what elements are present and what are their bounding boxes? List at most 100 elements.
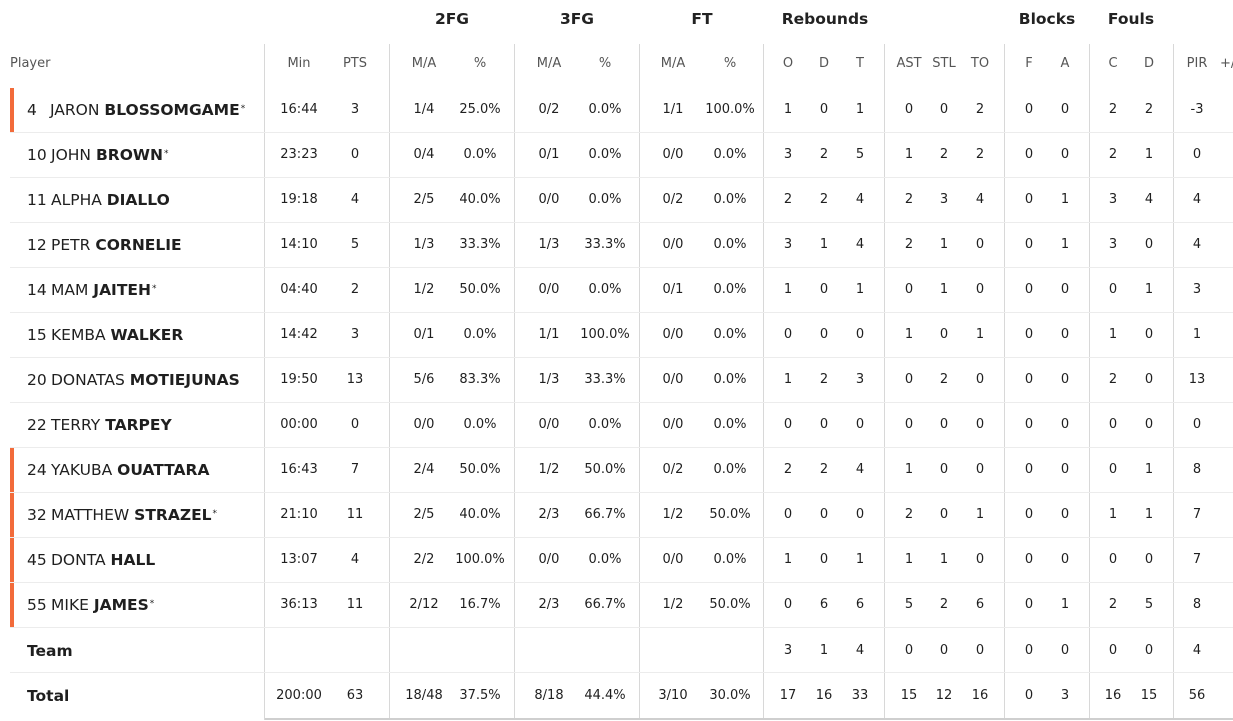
stat-min: 23:23: [280, 147, 318, 162]
column-header-blk-f[interactable]: F: [1025, 56, 1033, 71]
stat-foul-c: 16: [1104, 688, 1122, 703]
stat-stl: 0: [939, 507, 949, 522]
column-header-pir[interactable]: PIR: [1186, 56, 1208, 71]
player-name-link[interactable]: 22 TERRY TARPEY: [27, 414, 172, 436]
column-header-ft-ma[interactable]: M/A: [660, 56, 686, 71]
player-first-name: TERRY: [51, 416, 101, 434]
stat-3fg-ma: 0/0: [538, 417, 560, 432]
stat-ft-pct: 0.0%: [713, 327, 747, 342]
stat-to: 6: [975, 597, 985, 612]
stat-2fg-pct: 50.0%: [459, 462, 501, 477]
stat-pts: 3: [350, 327, 360, 342]
column-header-min[interactable]: Min: [287, 56, 311, 71]
player-number: 14: [27, 281, 47, 299]
stat-stl: 0: [939, 643, 949, 658]
stat-reb-t: 4: [855, 237, 865, 252]
column-header-ft-pct[interactable]: %: [723, 56, 737, 71]
stat-2fg-ma: 0/1: [413, 327, 435, 342]
team-row-label: Team: [27, 642, 73, 660]
stat-foul-d: 1: [1144, 147, 1154, 162]
player-first-name: ALPHA: [51, 191, 102, 209]
stat-blk-a: 0: [1060, 462, 1070, 477]
stat-blk-a: 0: [1060, 282, 1070, 297]
player-name-link[interactable]: 4 JARON BLOSSOMGAME*: [27, 99, 245, 121]
column-divider: [639, 44, 640, 720]
stat-blk-a: 1: [1060, 237, 1070, 252]
stat-reb-o: 1: [783, 102, 793, 117]
stat-blk-a: 0: [1060, 147, 1070, 162]
stat-ft-ma: 0/2: [662, 462, 684, 477]
column-header-reb-o[interactable]: O: [782, 56, 794, 71]
stat-reb-t: 0: [855, 507, 865, 522]
stat-2fg-ma: 2/2: [413, 552, 435, 567]
stat-foul-d: 1: [1144, 462, 1154, 477]
column-header-pts[interactable]: PTS: [342, 56, 368, 71]
stat-stl: 1: [939, 237, 949, 252]
column-header-2fg-pct[interactable]: %: [473, 56, 487, 71]
column-divider: [763, 44, 764, 720]
stat-3fg-pct: 50.0%: [584, 462, 626, 477]
stat-ast: 1: [904, 552, 914, 567]
stat-reb-o: 1: [783, 372, 793, 387]
column-header-3fg-ma[interactable]: M/A: [536, 56, 562, 71]
stat-to: 16: [971, 688, 989, 703]
stat-3fg-ma: 0/0: [538, 552, 560, 567]
stat-stl: 0: [939, 327, 949, 342]
stat-ft-pct: 0.0%: [713, 147, 747, 162]
column-header-ast[interactable]: AST: [896, 56, 922, 71]
stat-ast: 0: [904, 417, 914, 432]
player-name-link[interactable]: 24 YAKUBA OUATTARA: [27, 459, 209, 481]
stat-pts: 4: [350, 192, 360, 207]
player-name-link[interactable]: 55 MIKE JAMES*: [27, 594, 154, 616]
stat-stl: 2: [939, 147, 949, 162]
column-divider: [514, 44, 515, 720]
row-separator: [10, 267, 1233, 268]
stat-pir: 4: [1192, 192, 1202, 207]
stat-3fg-ma: 0/2: [538, 102, 560, 117]
stat-ft-ma: 0/0: [662, 417, 684, 432]
stat-blk-a: 0: [1060, 552, 1070, 567]
row-separator: [10, 312, 1233, 313]
stat-2fg-ma: 0/4: [413, 147, 435, 162]
stat-3fg-ma: 8/18: [534, 688, 564, 703]
player-name-link[interactable]: 10 JOHN BROWN*: [27, 144, 168, 166]
player-name-link[interactable]: 11 ALPHA DIALLO: [27, 189, 170, 211]
stat-to: 0: [975, 237, 985, 252]
column-header-player[interactable]: Player: [10, 56, 51, 71]
column-header-reb-d[interactable]: D: [818, 56, 829, 71]
stat-pts: 63: [346, 688, 364, 703]
column-header-foul-c[interactable]: C: [1108, 56, 1118, 71]
column-header-plus-minus[interactable]: +/: [1220, 56, 1233, 71]
player-name-link[interactable]: 32 MATTHEW STRAZEL*: [27, 504, 217, 526]
stat-blk-a: 0: [1060, 507, 1070, 522]
player-name-link[interactable]: 15 KEMBA WALKER: [27, 324, 183, 346]
column-header-blk-a[interactable]: A: [1060, 56, 1070, 71]
column-header-stl[interactable]: STL: [932, 56, 956, 71]
stat-3fg-pct: 66.7%: [584, 597, 626, 612]
column-header-to[interactable]: TO: [970, 56, 990, 71]
player-name-link[interactable]: 14 MAM JAITEH*: [27, 279, 156, 301]
group-header-blocks: Blocks: [1018, 10, 1076, 28]
stat-ft-ma: 0/0: [662, 147, 684, 162]
player-last-name: BLOSSOMGAME: [104, 101, 240, 119]
stat-min: 14:10: [280, 237, 318, 252]
column-header-3fg-pct[interactable]: %: [598, 56, 612, 71]
column-header-foul-d[interactable]: D: [1143, 56, 1154, 71]
player-number: 15: [27, 326, 47, 344]
stat-3fg-pct: 33.3%: [584, 237, 626, 252]
stat-3fg-pct: 44.4%: [584, 688, 626, 703]
stat-2fg-pct: 50.0%: [459, 282, 501, 297]
column-header-reb-t[interactable]: T: [856, 56, 864, 71]
player-name-link[interactable]: 45 DONTA HALL: [27, 549, 155, 571]
stat-3fg-pct: 0.0%: [588, 147, 622, 162]
stat-pts: 13: [346, 372, 364, 387]
player-name-link[interactable]: 12 PETR CORNELIE: [27, 234, 182, 256]
column-header-2fg-ma[interactable]: M/A: [411, 56, 437, 71]
row-separator: [10, 222, 1233, 223]
stat-blk-a: 0: [1060, 417, 1070, 432]
stat-reb-d: 6: [819, 597, 829, 612]
player-name-link[interactable]: 20 DONATAS MOTIEJUNAS: [27, 369, 240, 391]
stat-reb-t: 4: [855, 192, 865, 207]
stat-ft-ma: 0/0: [662, 327, 684, 342]
stat-pts: 11: [346, 507, 364, 522]
